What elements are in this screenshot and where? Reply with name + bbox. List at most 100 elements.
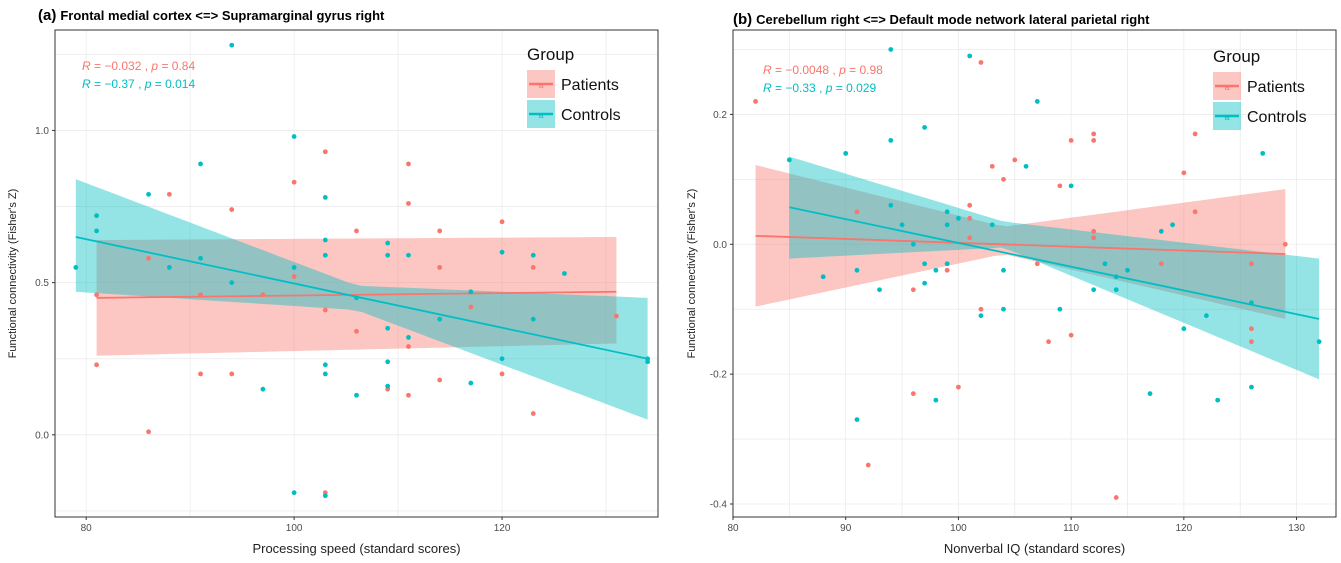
data-point-controls (1001, 306, 1006, 312)
data-point-patients (291, 179, 297, 185)
data-point-controls (843, 150, 849, 156)
data-point-patients (354, 228, 359, 234)
data-point-patients (1249, 326, 1254, 332)
data-point-patients (1001, 176, 1006, 182)
data-point-patients (322, 149, 328, 155)
data-point-patients (1046, 339, 1051, 345)
data-point-controls (978, 313, 984, 319)
data-point-patients (1091, 228, 1097, 234)
chart-panel-a: 80 100 120 0.0 0.5 1.0 Processing speed (stand… (7, 7, 659, 556)
stats-p-value: 0.98 (859, 63, 883, 77)
data-point-patients (978, 60, 984, 65)
data-point-controls (354, 295, 359, 301)
stats-label-controls: R = −0.33 , p = 0.029 (763, 81, 876, 95)
data-point-controls (1113, 287, 1119, 293)
stats-p-symbol: p (144, 77, 152, 91)
data-point-patients (94, 362, 99, 368)
legend-label-patients: Patients (1247, 79, 1305, 96)
data-point-patients (967, 202, 973, 208)
data-point-controls (1260, 150, 1266, 156)
data-point-controls (922, 125, 928, 130)
data-point-patients (1192, 131, 1198, 137)
data-point-patients (437, 265, 443, 270)
data-point-controls (1170, 222, 1175, 228)
data-point-patients (198, 292, 203, 298)
data-point-patients (1181, 170, 1187, 176)
x-tick-label: 80 (81, 523, 93, 534)
data-point-patients (229, 371, 235, 377)
data-point-patients (1091, 235, 1097, 241)
data-point-patients (530, 265, 536, 270)
y-tick-label: 0.5 (35, 278, 49, 289)
data-point-patients (499, 219, 505, 225)
data-point-controls (854, 417, 860, 422)
data-point-patients (1282, 241, 1288, 247)
stats-r-eq: = (772, 63, 786, 77)
data-point-controls (385, 383, 391, 389)
stats-r-value: −0.032 (104, 59, 141, 73)
title-text: Frontal medial cortex <=> Supramarginal … (60, 8, 385, 23)
legend-label-controls: Controls (561, 107, 621, 124)
data-point-patients (1034, 261, 1040, 267)
data-point-controls (888, 202, 894, 208)
x-tick-label: 90 (840, 523, 852, 534)
data-point-controls (385, 240, 391, 246)
data-point-patients (229, 207, 235, 212)
data-point-controls (73, 265, 79, 270)
data-point-controls (146, 191, 151, 197)
data-point-patients (437, 228, 443, 234)
data-point-patients (354, 328, 359, 334)
data-point-controls (499, 356, 505, 362)
y-tick-label: -0.4 (710, 500, 728, 511)
stats-r-value: −0.33 (785, 81, 816, 95)
y-tick-label: 0.0 (713, 240, 727, 251)
fit-line-controls (75, 236, 648, 360)
data-point-controls (1316, 339, 1322, 345)
data-point-controls (291, 134, 297, 139)
legend-title: Group (527, 45, 574, 64)
data-point-patients (437, 377, 443, 383)
legend: Group a Patients a Controls (527, 45, 621, 128)
data-point-patients (1068, 137, 1074, 143)
data-point-patients (1068, 332, 1074, 338)
stats-r-eq: = (91, 77, 105, 91)
data-point-controls (530, 316, 536, 322)
data-point-controls (899, 222, 905, 228)
data-point-controls (198, 255, 203, 261)
data-point-controls (322, 493, 328, 499)
fit-line-patients (96, 290, 617, 299)
x-tick-label: 120 (494, 523, 511, 534)
legend-key-glyph: a (538, 80, 543, 90)
data-point-patients (94, 292, 99, 298)
data-point-controls (385, 325, 391, 331)
data-point-controls (1102, 261, 1108, 267)
data-point-patients (499, 371, 505, 377)
data-point-patients (146, 255, 151, 261)
y-tick-label: -0.2 (710, 370, 728, 381)
data-point-controls (944, 209, 950, 215)
chart-title: (a) Frontal medial cortex <=> Supramargin… (38, 7, 385, 24)
ci-band-patients (755, 165, 1286, 319)
data-point-patients (406, 392, 411, 398)
data-point-patients (1091, 131, 1097, 137)
data-point-patients (1091, 137, 1097, 143)
data-point-patients (406, 201, 411, 206)
data-point-patients (406, 344, 411, 349)
data-point-patients (1012, 157, 1018, 163)
legend: Group a Patients a Controls (1213, 47, 1307, 130)
stats-sep: , (135, 77, 145, 91)
data-point-controls (1057, 306, 1063, 312)
data-point-controls (1249, 384, 1254, 390)
legend-key-glyph: a (538, 110, 543, 120)
stats-r-eq: = (91, 59, 105, 73)
stats-p-eq: = (158, 59, 172, 73)
data-point-controls (291, 265, 297, 270)
data-point-controls (354, 392, 359, 398)
data-point-controls (1249, 300, 1254, 306)
data-point-controls (1023, 163, 1029, 169)
data-point-controls (468, 380, 474, 386)
plot-frame (54, 29, 659, 518)
stats-r-symbol: R (82, 77, 91, 91)
stats-sep: , (829, 63, 839, 77)
